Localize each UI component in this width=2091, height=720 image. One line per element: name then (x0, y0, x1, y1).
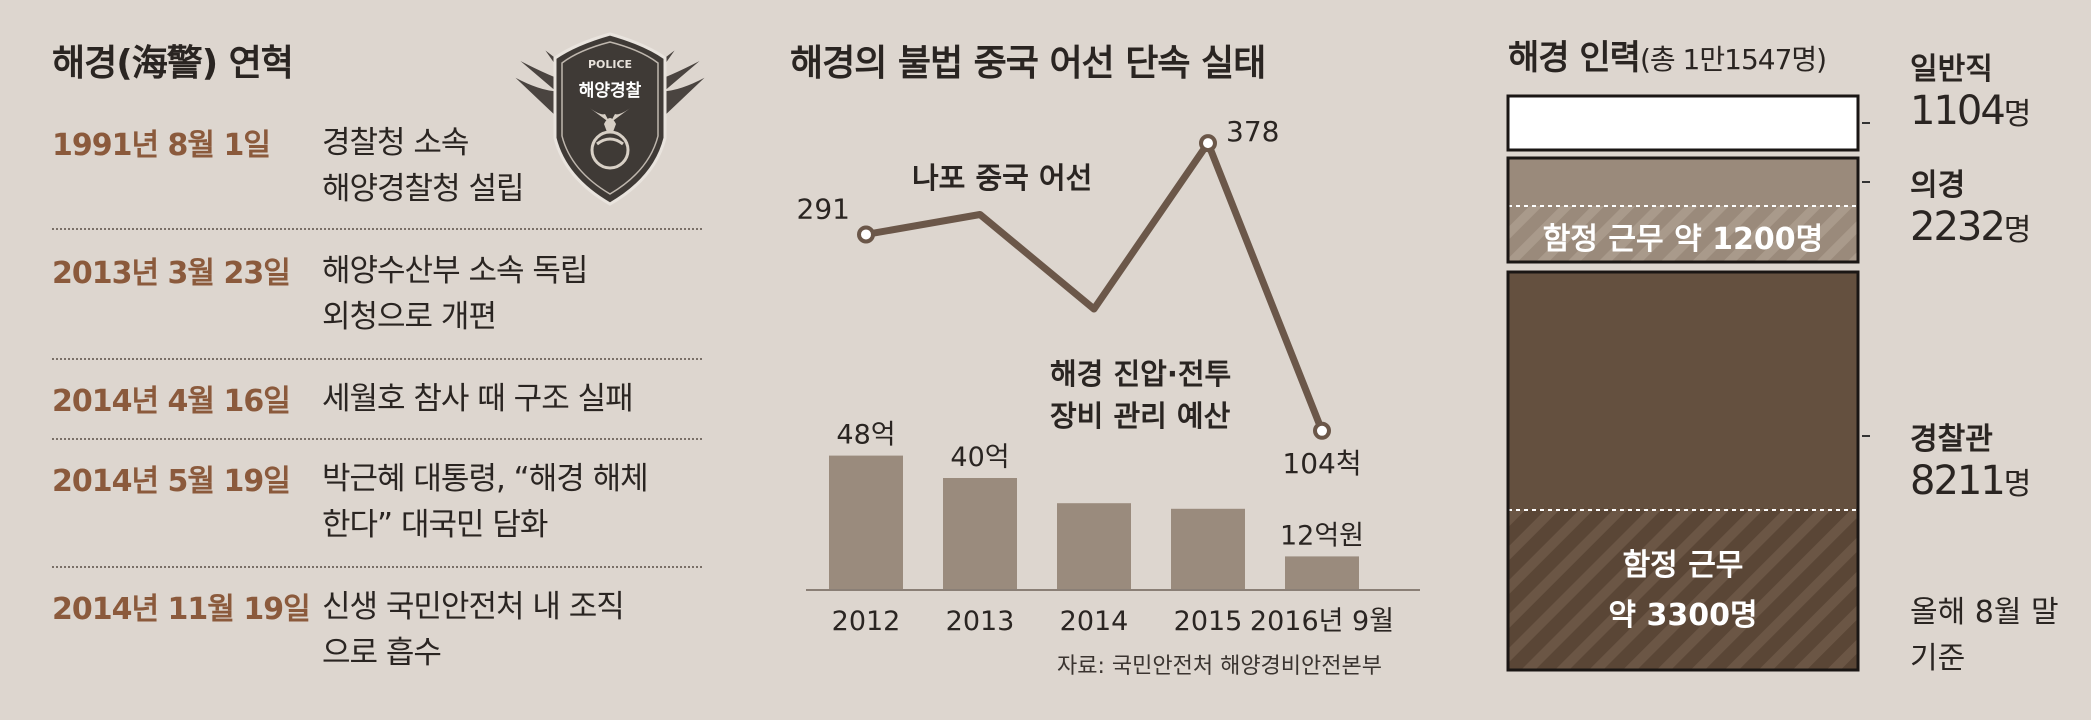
reference-date-note: 올해 8월 말 기준 (1910, 590, 2059, 682)
officer-ship-label-2: 약 3300명 (1608, 598, 1758, 633)
history-description: 경찰청 소속 해양경찰청 설립 (322, 120, 712, 212)
divider (52, 358, 702, 360)
history-line: 신생 국민안전처 내 조직 (322, 589, 625, 625)
note-line: 기준 (1910, 641, 1966, 676)
history-description: 신생 국민안전처 내 조직 으로 흡수 (322, 584, 712, 676)
category-officer: 경찰관 8211명 (1910, 414, 2031, 504)
history-description: 박근혜 대통령, “해경 해체 한다” 대국민 담화 (322, 456, 712, 548)
line-series-label: 나포 중국 어선 (912, 161, 1092, 195)
category-value: 1104명 (1910, 88, 2032, 134)
history-date: 2013년 3월 23일 (52, 256, 291, 291)
officer-box (1506, 270, 1860, 672)
bar (829, 455, 903, 590)
history-line: 박근혜 대통령, “해경 해체 (322, 461, 649, 497)
bar-series-label: 장비 관리 예산 (1050, 399, 1231, 433)
line-point (1313, 421, 1331, 440)
history-date: 2014년 11월 19일 (52, 592, 311, 627)
x-tick-label: 2012 (832, 606, 901, 637)
line-value-label: 291 (797, 192, 850, 225)
personnel-title-text: 해경 인력 (1508, 38, 1641, 78)
line-value-label: 104척 (1282, 447, 1361, 480)
bar-series-label: 해경 진압·전투 (1050, 357, 1231, 391)
history-line: 해양경찰청 설립 (322, 171, 525, 207)
category-value: 8211명 (1910, 458, 2032, 504)
x-tick-label: 2016년 9월 (1250, 606, 1394, 637)
police-emblem: POLICE 해양경찰 (505, 28, 715, 208)
divider (52, 228, 702, 230)
personnel-diagram (1506, 94, 1870, 672)
history-description: 세월호 참사 때 구조 실패 (322, 376, 712, 422)
personnel-total: (총 1만1547명) (1639, 43, 1827, 76)
category-conscript: 의경 2232명 (1910, 160, 2031, 250)
line-series (865, 139, 1326, 433)
bar-value-label: 12억원 (1280, 520, 1364, 551)
note-line: 올해 8월 말 (1910, 595, 2059, 630)
line-value-label: 378 (1226, 115, 1279, 148)
category-name: 경찰관 (1910, 422, 1993, 457)
history-line: 한다” 대국민 담화 (322, 507, 548, 543)
history-title: 해경(海警) 연혁 (52, 43, 294, 84)
history-description: 해양수산부 소속 독립 외청으로 개편 (322, 248, 712, 340)
x-tick-label: 2013 (946, 606, 1015, 637)
category-name: 의경 (1910, 168, 1966, 203)
emblem-main-text: 해양경찰 (578, 81, 642, 101)
conscript-ship-label: 함정 근무 약 1200명 (1542, 222, 1824, 257)
bar-value-label: 48억 (836, 420, 895, 451)
category-value: 2232명 (1910, 204, 2032, 250)
history-date: 2014년 4월 16일 (52, 384, 291, 419)
history-line: 으로 흡수 (322, 635, 442, 671)
history-line: 외청으로 개편 (322, 299, 497, 335)
history-line: 세월호 참사 때 구조 실패 (322, 381, 634, 417)
bar (1057, 503, 1131, 590)
bar (1171, 508, 1245, 590)
divider (52, 566, 702, 568)
line-point (857, 225, 875, 244)
x-tick-label: 2015 (1174, 606, 1243, 637)
personnel-title: 해경 인력(총 1만1547명) (1508, 30, 1827, 79)
divider (52, 438, 702, 440)
bar-value-label: 40억 (950, 442, 1009, 473)
civilian-box (1506, 94, 1860, 152)
history-line: 해양수산부 소속 독립 (322, 253, 588, 289)
source-note: 자료: 국민안전처 해양경비안전본부 (1057, 654, 1382, 679)
history-line: 경찰청 소속 (322, 125, 469, 161)
history-date: 1991년 8월 1일 (52, 128, 271, 163)
conscript-box (1506, 156, 1860, 264)
history-date: 2014년 5월 19일 (52, 464, 291, 499)
emblem-top-text: POLICE (587, 58, 633, 71)
category-civilian: 일반직 1104명 (1910, 44, 2031, 134)
chart-title: 해경의 불법 중국 어선 단속 실태 (790, 43, 1266, 84)
x-tick-label: 2014 (1060, 606, 1129, 637)
bar (943, 478, 1017, 590)
category-name: 일반직 (1910, 52, 1993, 87)
leader-line (1862, 122, 1870, 124)
line-point (1199, 134, 1217, 153)
officer-ship-label-1: 함정 근무 (1622, 548, 1744, 583)
bar (1285, 556, 1359, 590)
